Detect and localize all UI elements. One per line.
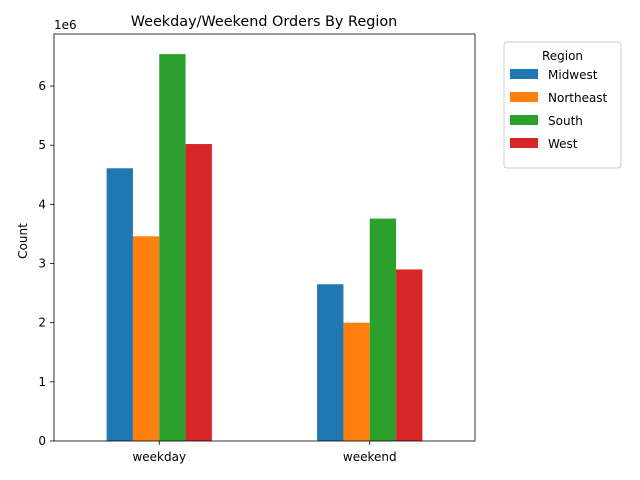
bars-group: [106, 54, 423, 442]
legend-swatch-northeast: [510, 92, 538, 102]
x-tick-label: weekday: [132, 450, 186, 464]
legend: Region Midwest Northeast South West: [503, 41, 622, 169]
bar-midwest-weekday: [106, 168, 133, 442]
plot-frame: [53, 33, 476, 442]
bar-northeast-weekday: [132, 236, 160, 441]
bar-midwest-weekend: [317, 284, 344, 441]
x-tick-label: weekend: [343, 450, 397, 464]
legend-label-northeast: Northeast: [548, 91, 608, 105]
y-tick-label: 0: [38, 434, 46, 448]
legend-swatch-midwest: [510, 69, 538, 79]
y-tick-label: 5: [38, 138, 46, 152]
y-tick-label: 2: [38, 316, 46, 330]
legend-label-west: West: [548, 137, 578, 151]
legend-label-south: South: [548, 114, 583, 128]
y-tick-label: 4: [38, 197, 46, 211]
bar-west-weekday: [185, 144, 212, 441]
y-tick-label: 6: [38, 79, 46, 93]
legend-label-midwest: Midwest: [548, 68, 598, 82]
y-axis-label: Count: [16, 223, 30, 259]
bar-west-weekend: [396, 269, 423, 441]
legend-swatch-west: [510, 138, 538, 148]
bar-south-weekday: [159, 54, 186, 441]
bar-northeast-weekend: [343, 322, 370, 441]
y-tick-label: 1: [38, 375, 46, 389]
legend-title: Region: [542, 49, 583, 63]
y-axis-multiplier: 1e6: [54, 18, 77, 32]
bar-south-weekend: [369, 218, 397, 441]
legend-swatch-south: [510, 115, 538, 125]
axes-group: weekday weekend 0 1 2 3 4 5 6: [38, 33, 476, 464]
y-tick-label: 3: [38, 257, 46, 271]
chart-title: Weekday/Weekend Orders By Region: [131, 14, 398, 30]
